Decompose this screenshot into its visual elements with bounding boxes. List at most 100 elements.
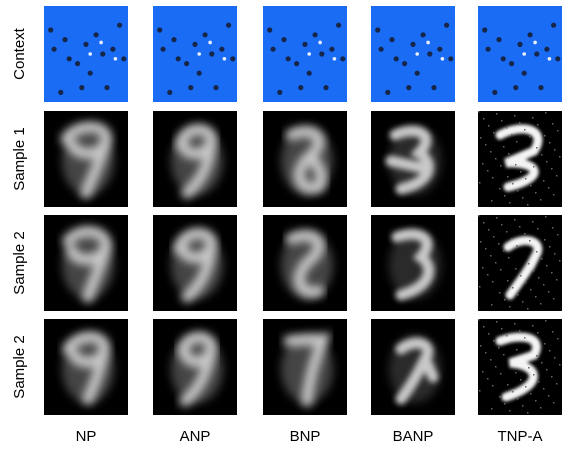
- noise: [498, 243, 500, 245]
- noise: [490, 359, 492, 361]
- noise: [514, 115, 516, 117]
- context-point: [441, 57, 445, 61]
- row-label: Sample 2: [11, 231, 28, 294]
- noise: [480, 345, 482, 347]
- noise: [541, 362, 543, 364]
- noise: [549, 142, 551, 144]
- column-label: ANP: [180, 428, 211, 445]
- noise: [546, 265, 548, 267]
- noise: [503, 146, 505, 148]
- noise: [506, 335, 508, 337]
- image-cell: [44, 111, 128, 207]
- noise: [516, 349, 518, 351]
- noise: [519, 330, 521, 332]
- noise: [552, 227, 554, 229]
- noise: [524, 337, 526, 339]
- column-label: NP: [76, 428, 97, 445]
- noise: [552, 123, 554, 125]
- context-point: [192, 42, 197, 47]
- noise: [549, 350, 551, 352]
- noise: [520, 171, 522, 173]
- context-image: [153, 6, 237, 102]
- context-image: [478, 6, 562, 102]
- noise: [538, 173, 540, 175]
- noise: [511, 342, 513, 344]
- context-point: [427, 51, 432, 56]
- noise: [537, 124, 539, 126]
- noise: [537, 228, 539, 230]
- noise: [522, 197, 524, 199]
- noise: [545, 320, 547, 322]
- context-point: [157, 27, 162, 32]
- image-cell: [478, 215, 562, 311]
- noise: [546, 161, 548, 163]
- noise: [508, 153, 510, 155]
- noise: [504, 299, 506, 301]
- image-cell: [371, 6, 455, 102]
- noise: [491, 304, 493, 306]
- context-point: [286, 56, 291, 61]
- noise: [487, 274, 489, 276]
- noise: [515, 164, 517, 166]
- noise: [501, 224, 503, 226]
- noise: [541, 154, 543, 156]
- noise: [529, 344, 531, 346]
- context-point: [307, 52, 311, 56]
- noise: [495, 158, 497, 160]
- context-point: [389, 37, 394, 42]
- noise: [524, 233, 526, 235]
- noise: [498, 139, 500, 141]
- noise: [553, 194, 555, 196]
- noise: [504, 403, 506, 405]
- image-cell: [153, 215, 237, 311]
- noise: [508, 361, 510, 363]
- noise: [528, 263, 530, 265]
- context-point: [340, 56, 345, 61]
- noise: [501, 120, 503, 122]
- noise: [495, 262, 497, 264]
- context-point: [318, 41, 322, 45]
- noise: [483, 222, 485, 224]
- context-point: [485, 47, 490, 52]
- noise: [499, 292, 501, 294]
- noise: [493, 340, 495, 342]
- noise: [532, 117, 534, 119]
- context-point: [551, 23, 556, 28]
- context-point: [75, 61, 80, 66]
- noise: [482, 267, 484, 269]
- context-point: [385, 90, 390, 95]
- context-point: [270, 47, 275, 52]
- noise: [544, 135, 546, 137]
- context-point: [160, 47, 165, 52]
- noise: [530, 393, 532, 395]
- noise: [478, 111, 480, 113]
- context-point: [513, 85, 518, 90]
- context-point: [420, 32, 425, 37]
- noise: [495, 366, 497, 368]
- noise: [496, 113, 498, 115]
- noise: [520, 379, 522, 381]
- context-point: [121, 56, 126, 61]
- noise: [530, 289, 532, 291]
- noise: [498, 347, 500, 349]
- context-point: [517, 42, 522, 47]
- context-point: [294, 61, 299, 66]
- noise: [480, 241, 482, 243]
- context-point: [197, 71, 202, 76]
- context-point: [329, 47, 334, 52]
- noise: [499, 188, 501, 190]
- noise: [527, 308, 529, 310]
- context-point: [58, 90, 63, 95]
- noise: [532, 325, 534, 327]
- column-label: TNP-A: [498, 428, 543, 445]
- noise: [492, 177, 494, 179]
- context-point: [406, 85, 411, 90]
- context-point: [208, 41, 212, 45]
- noise: [545, 112, 547, 114]
- column-label: BANP: [393, 428, 434, 445]
- noise: [527, 412, 529, 414]
- column-label: BNP: [290, 428, 321, 445]
- noise: [525, 282, 527, 284]
- context-point: [88, 71, 93, 76]
- context-point: [110, 47, 115, 52]
